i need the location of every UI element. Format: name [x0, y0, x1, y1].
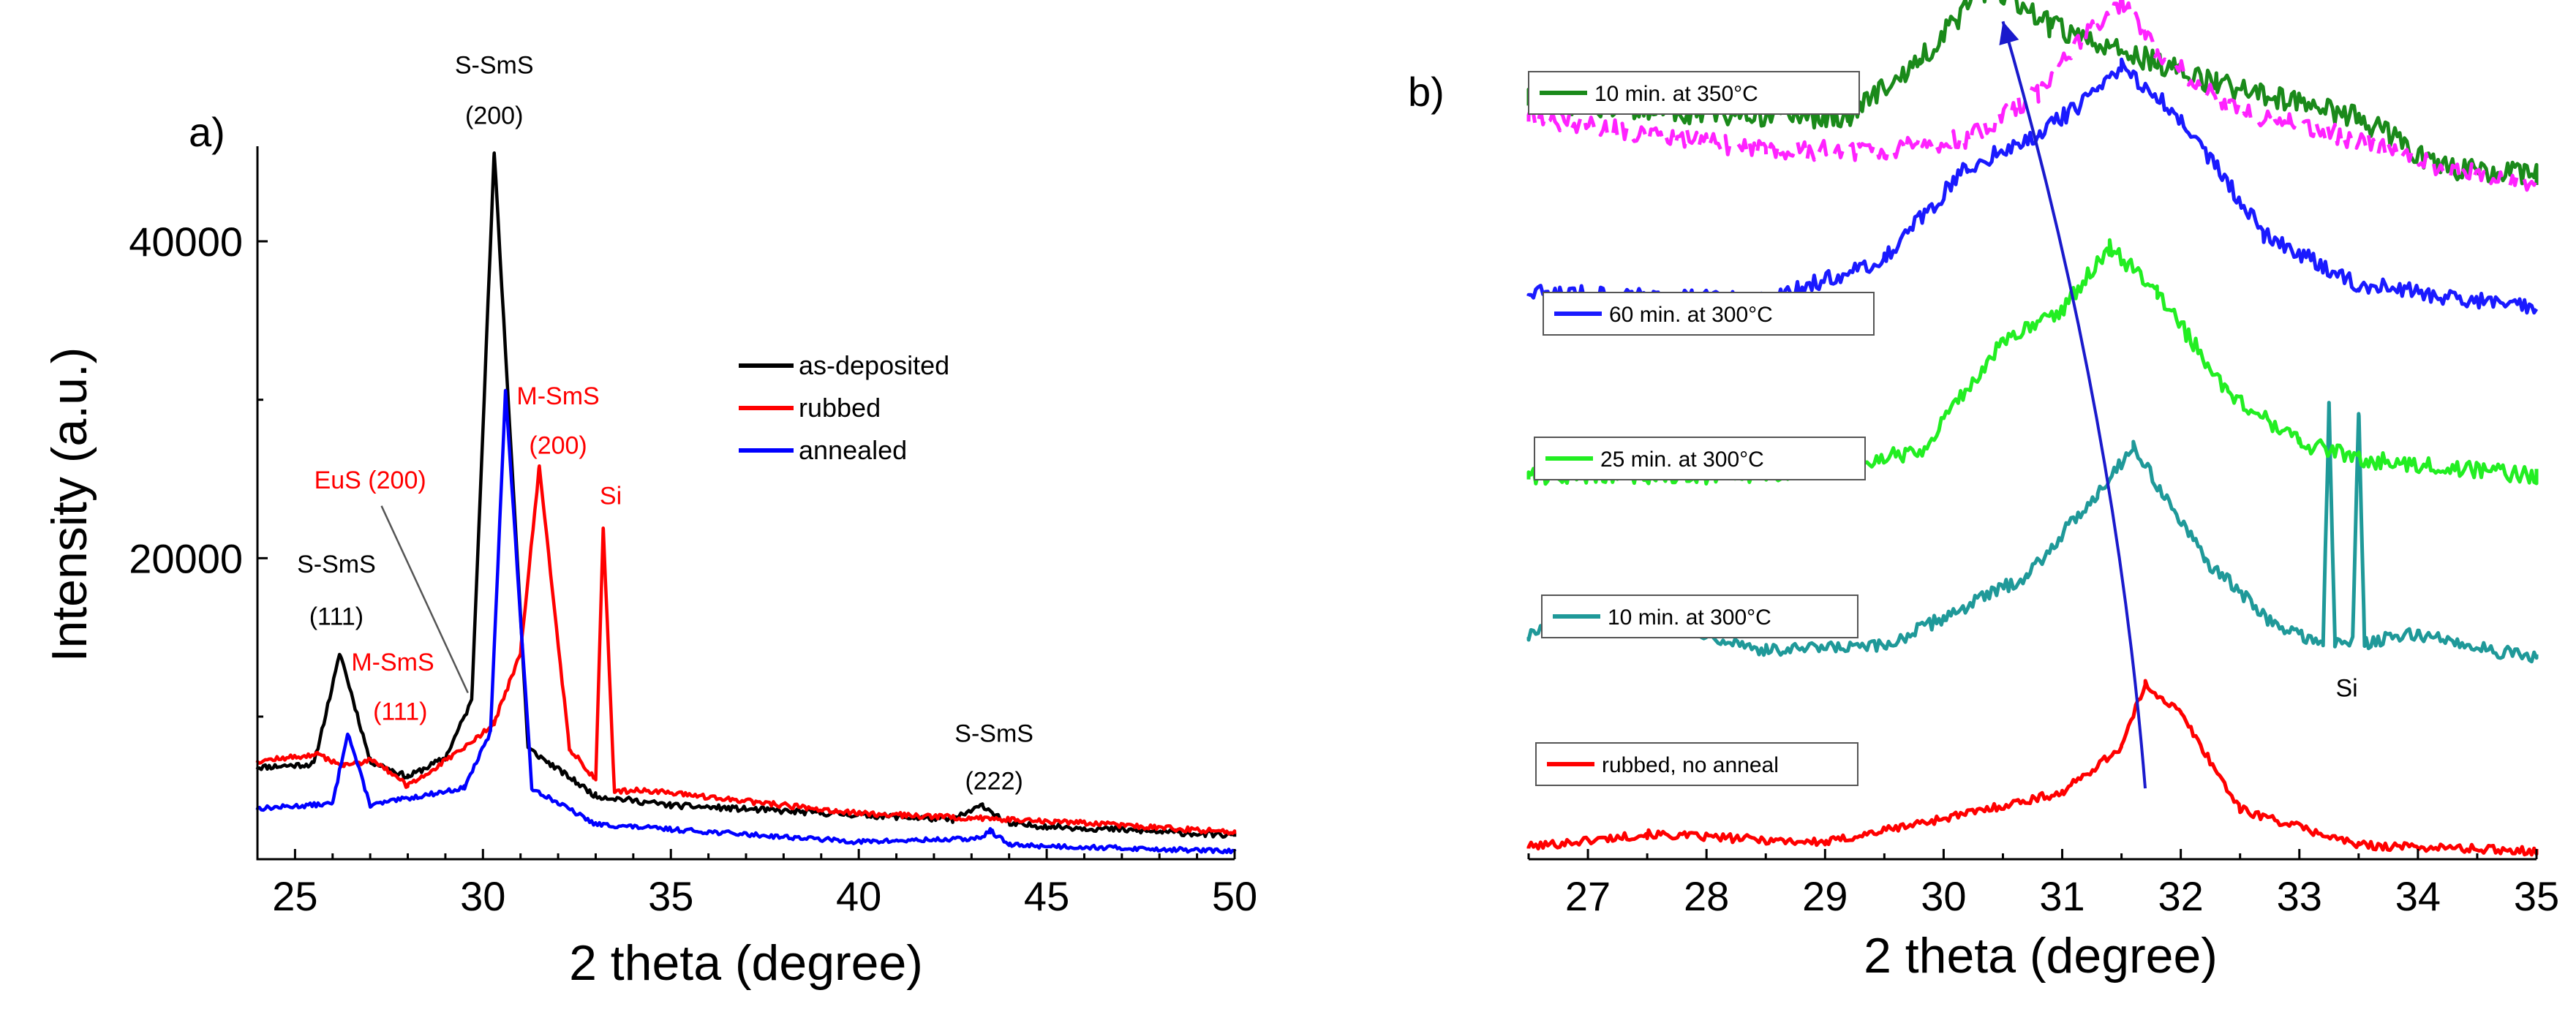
panel-a-series-group [255, 151, 1237, 855]
panel-a-x-axis-label: 2 theta (degree) [569, 935, 923, 991]
chart-panel-b: b) Si 27 28 29 30 31 32 33 34 35 2 theta (degree… [1408, 0, 2559, 984]
panel-a-legend: as-deposited rubbed annealed [739, 350, 949, 465]
panel-b-legend-300-10: 10 min. at 300°C [1541, 594, 1858, 638]
series-line-rubbed-no-anneal [1526, 679, 2539, 857]
x-tick-label: 27 [1565, 873, 1611, 919]
chart-panel-a: a) S-SmS (200) M-SmS (200) Si EuS (200) S-SmS (… [42, 51, 1257, 991]
annotation-label: S-SmS [455, 51, 534, 79]
x-tick-label: 45 [1024, 873, 1069, 919]
series-line-reference-dashed- [1526, 0, 2539, 192]
annotation-label: (200) [465, 102, 523, 130]
panel-a-axes [256, 146, 1235, 861]
series-line-rubbed [255, 464, 1237, 836]
x-tick-label: 31 [2039, 873, 2084, 919]
legend-label-300-60: 60 min. at 300°C [1609, 303, 1773, 327]
panel-b-legend-350-10: 10 min. at 350°C [1528, 71, 1860, 115]
x-tick-label: 29 [1802, 873, 1848, 919]
eus-leader-line [380, 505, 469, 694]
panel-b-x-axis-label: 2 theta (degree) [1864, 928, 2218, 984]
peak-shift-arrow [2001, 20, 2147, 789]
annotation-label: S-SmS [954, 720, 1033, 748]
x-tick-label: 33 [2277, 873, 2322, 919]
x-tick-label: 30 [1921, 873, 1966, 919]
panel-b-annotations: Si [2335, 675, 2357, 703]
x-tick-label: 28 [1684, 873, 1729, 919]
legend-label-annealed: annealed [799, 435, 907, 465]
legend-label-350-10: 10 min. at 350°C [1594, 82, 1758, 106]
panel-b-legend-300-25: 25 min. at 300°C [1534, 437, 1866, 480]
x-tick-label: 50 [1212, 873, 1257, 919]
legend-label-300-25: 25 min. at 300°C [1600, 448, 1764, 472]
annotation-label: EuS (200) [315, 467, 426, 494]
x-tick-label: 25 [272, 873, 317, 919]
annotation-label: Si [2335, 675, 2357, 703]
series-line-as-deposited [255, 151, 1237, 839]
x-tick-label: 32 [2158, 873, 2203, 919]
y-tick-label: 40000 [129, 219, 243, 265]
legend-label-300-10: 10 min. at 300°C [1608, 605, 1771, 630]
x-tick-label: 30 [460, 873, 505, 919]
panel-b-label: b) [1408, 69, 1445, 115]
panel-b-ticks: 27 28 29 30 31 32 33 34 35 [1527, 849, 2559, 919]
annotation-label: S-SmS [297, 551, 376, 578]
panel-b-legend-300-60: 60 min. at 300°C [1543, 292, 1875, 336]
x-tick-label: 34 [2395, 873, 2441, 919]
y-tick-label: 20000 [129, 535, 243, 581]
annotation-label: M-SmS [351, 649, 434, 676]
panel-a-annotations: S-SmS (200) M-SmS (200) Si EuS (200) S-SmS (111… [297, 51, 1033, 795]
x-tick-label: 40 [836, 873, 881, 919]
annotation-label: (222) [965, 768, 1023, 796]
legend-label-rubbed-no-anneal: rubbed, no anneal [1602, 753, 1779, 777]
panel-b-legend-rubbed: rubbed, no anneal [1535, 742, 1858, 786]
x-tick-label: 35 [648, 873, 693, 919]
annotation-label: M-SmS [516, 382, 599, 410]
x-tick-label: 35 [2514, 873, 2559, 919]
annotation-label: (111) [373, 698, 427, 725]
annotation-label: (111) [309, 603, 364, 630]
series-line-annealed [255, 388, 1237, 855]
panel-a-ticks: 25 30 35 40 45 50 20000 40000 [129, 219, 1257, 919]
panel-a-label: a) [189, 109, 225, 155]
annotation-label: Si [600, 483, 622, 510]
annotation-label: (200) [529, 431, 587, 459]
legend-label-as-deposited: as-deposited [799, 350, 949, 380]
legend-label-rubbed: rubbed [799, 393, 881, 423]
panel-a-y-axis-label: Intensity (a.u.) [42, 347, 97, 663]
